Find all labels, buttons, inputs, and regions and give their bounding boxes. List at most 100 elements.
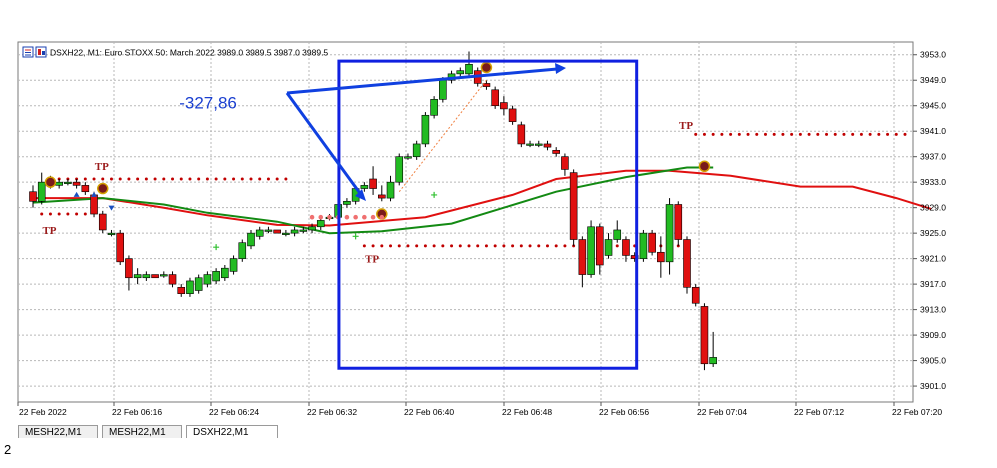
tab-mesh22-2[interactable]: MESH22,M1 bbox=[102, 425, 182, 438]
candle-bull bbox=[133, 274, 142, 279]
take-profit-dot bbox=[519, 244, 523, 248]
time-tick-label: 22 Feb 2022 bbox=[19, 407, 67, 417]
take-profit-dot bbox=[92, 177, 96, 181]
candle-bull bbox=[290, 229, 299, 234]
candle-bear bbox=[151, 274, 159, 279]
pending-order-dot bbox=[318, 214, 324, 220]
trade-entry-marker[interactable] bbox=[480, 61, 493, 74]
take-profit-dot bbox=[423, 244, 427, 248]
pending-order-dot bbox=[309, 214, 315, 220]
time-tick-label: 22 Feb 06:16 bbox=[112, 407, 162, 417]
take-profit-dot bbox=[746, 132, 750, 136]
take-profit-dot bbox=[389, 244, 393, 248]
take-profit-dot bbox=[694, 132, 698, 136]
candle-bull bbox=[421, 114, 430, 145]
candle-bull bbox=[395, 156, 404, 183]
take-profit-dot bbox=[458, 244, 462, 248]
trade-entry-marker[interactable] bbox=[97, 182, 109, 195]
trading-signal-icon[interactable] bbox=[35, 46, 47, 58]
chart-type-icon[interactable] bbox=[22, 46, 34, 58]
candle-bull bbox=[308, 226, 316, 231]
take-profit-dot bbox=[528, 244, 532, 248]
take-profit-dot bbox=[214, 177, 218, 181]
candle-bull bbox=[587, 226, 595, 275]
price-tick-label: 3921.0 bbox=[920, 254, 946, 264]
profit-loss-annotation: -327,86 bbox=[179, 94, 237, 113]
candle-bear bbox=[168, 274, 177, 285]
candle-bear bbox=[72, 181, 81, 186]
take-profit-dot bbox=[763, 132, 767, 136]
take-profit-dot bbox=[179, 177, 183, 181]
take-profit-dot bbox=[415, 244, 419, 248]
take-profit-dot bbox=[563, 244, 567, 248]
price-axis: 3953.0 3949.0 3945.0 3941.0 3937.0 3933.0 3929… bbox=[913, 50, 946, 391]
take-profit-dot bbox=[842, 132, 846, 136]
time-axis: 22 Feb 2022 22 Feb 06:16 22 Feb 06:24 22 Fe… bbox=[17, 402, 942, 417]
take-profit-dot bbox=[83, 212, 87, 216]
plus-marker-icon bbox=[352, 233, 359, 240]
chart-symbol-title: DSXH22, M1: Euro STOXX 50: March 2022 39… bbox=[50, 48, 328, 58]
moving-average-green-line bbox=[32, 166, 714, 235]
take-profit-dot bbox=[502, 244, 506, 248]
trade-entry-marker[interactable] bbox=[44, 176, 57, 188]
candle-bear bbox=[517, 124, 526, 145]
take-profit-dot bbox=[432, 244, 436, 248]
highlight-box[interactable] bbox=[337, 59, 639, 370]
candle-bear bbox=[674, 204, 683, 240]
price-tick-label: 3917.0 bbox=[920, 279, 946, 289]
take-profit-dot bbox=[144, 177, 148, 181]
take-profit-dot bbox=[833, 132, 837, 136]
take-profit-dot bbox=[554, 244, 558, 248]
take-profit-dot bbox=[83, 177, 87, 181]
annotation-arrow-line bbox=[285, 92, 364, 197]
take-profit-dot bbox=[232, 177, 236, 181]
price-tick-label: 3905.0 bbox=[920, 356, 946, 366]
signal-arrow-icon bbox=[108, 205, 115, 211]
candle-bear bbox=[177, 287, 186, 294]
pending-order-dot bbox=[327, 214, 332, 220]
candle-bull bbox=[534, 143, 543, 146]
take-profit-dot bbox=[188, 177, 192, 181]
take-profit-dot bbox=[57, 212, 61, 216]
candle-bull bbox=[613, 229, 622, 240]
candle-bear bbox=[377, 194, 386, 199]
candle-bull bbox=[255, 229, 264, 237]
take-profit-dot bbox=[450, 244, 454, 248]
take-profit-dot bbox=[851, 132, 855, 136]
pending-order-dot bbox=[379, 214, 385, 220]
take-profit-dot bbox=[171, 177, 175, 181]
take-profit-dot bbox=[380, 244, 384, 248]
candle-bear bbox=[543, 143, 552, 148]
chart-header: DSXH22, M1: Euro STOXX 50: March 2022 39… bbox=[22, 46, 328, 58]
candle-bull bbox=[107, 232, 116, 235]
candle-bull bbox=[465, 64, 473, 75]
take-profit-dot bbox=[781, 132, 785, 136]
candle-bull bbox=[64, 181, 72, 184]
take-profit-dot bbox=[859, 132, 863, 136]
price-tick-label: 3913.0 bbox=[920, 305, 946, 315]
take-profit-dot bbox=[153, 177, 157, 181]
candle-bear bbox=[273, 229, 281, 234]
arrow-head-icon bbox=[355, 189, 366, 201]
candle-bull bbox=[386, 181, 395, 199]
candle-bull bbox=[709, 357, 717, 365]
take-profit-dot bbox=[397, 244, 401, 248]
take-profit-dot bbox=[40, 212, 44, 216]
candle-bear bbox=[116, 232, 124, 263]
candle-bull bbox=[430, 99, 438, 116]
take-profit-dot bbox=[798, 132, 802, 136]
time-tick-label: 22 Feb 06:32 bbox=[307, 407, 357, 417]
trade-entry-marker[interactable] bbox=[698, 160, 711, 172]
candle-bull bbox=[439, 79, 447, 100]
take-profit-dot bbox=[772, 132, 776, 136]
candle-bear bbox=[578, 239, 587, 275]
take-profit-dot bbox=[467, 244, 471, 248]
candle-bear bbox=[700, 306, 709, 365]
tab-dsxh22[interactable]: DSXH22,M1 bbox=[186, 425, 278, 438]
candle-bull bbox=[194, 277, 203, 291]
candle-bull bbox=[142, 274, 151, 279]
time-tick-label: 22 Feb 07:20 bbox=[892, 407, 942, 417]
tab-mesh22-1[interactable]: MESH22,M1 bbox=[18, 425, 98, 438]
plus-marker-icon bbox=[213, 244, 220, 251]
